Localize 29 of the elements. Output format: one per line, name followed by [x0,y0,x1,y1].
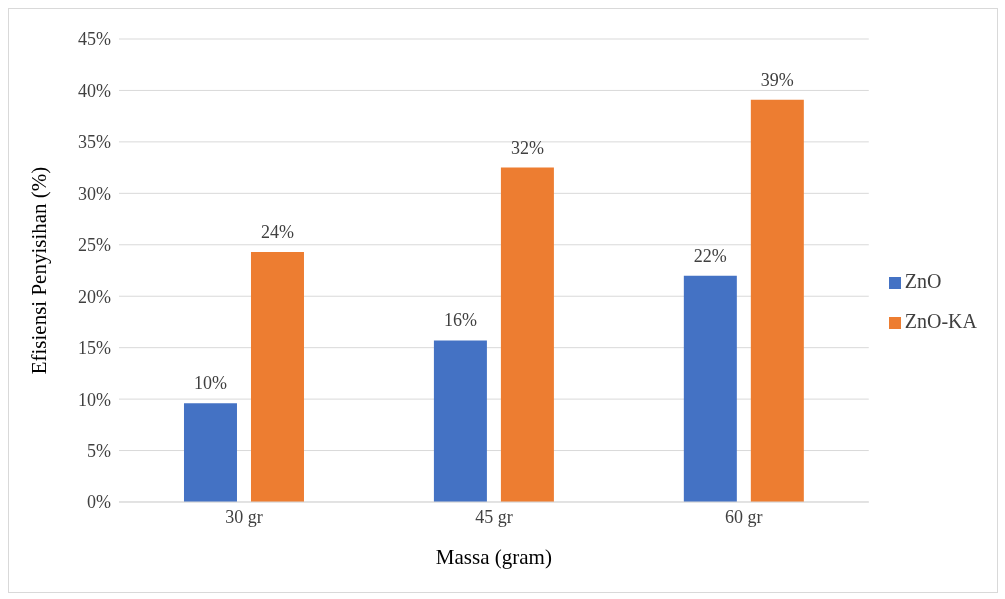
bar [183,403,237,502]
legend-label: ZnO [904,269,942,292]
y-tick-label: 10% [78,389,111,410]
x-tick-label: 60 gr [725,506,763,527]
bar [683,275,737,502]
data-label: 39% [760,69,794,90]
x-tick-label: 30 gr [225,506,263,527]
y-axis-title: Efisiensi Penyisihan (%) [27,166,52,375]
x-tick-label: 45 gr [475,506,513,527]
data-label: 10% [193,373,227,394]
bar [433,340,487,502]
y-tick-label: 35% [78,132,111,153]
y-tick-label: 40% [78,80,111,101]
y-tick-label: 30% [78,183,111,204]
data-label: 22% [693,245,727,266]
y-tick-label: 20% [78,286,111,307]
y-tick-label: 15% [78,338,111,359]
y-tick-label: 0% [87,492,111,513]
y-tick-label: 25% [78,235,111,256]
data-label: 16% [443,310,477,331]
bar [500,167,554,502]
y-tick-label: 45% [78,29,111,50]
data-label: 24% [260,221,294,242]
x-axis-title: Massa (gram) [435,545,552,569]
bar [250,251,304,502]
legend-label: ZnO-KA [904,309,977,332]
bar [750,99,804,502]
data-label: 32% [510,137,544,158]
y-tick-label: 5% [87,440,111,461]
